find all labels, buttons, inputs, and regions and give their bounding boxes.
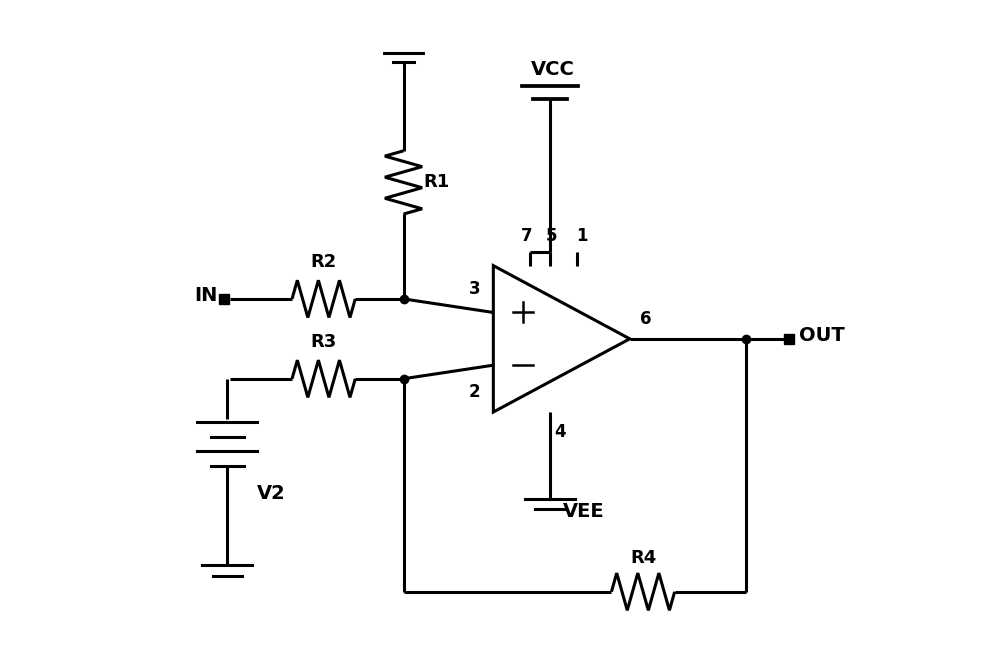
Text: 5: 5 [545, 227, 557, 245]
Text: 7: 7 [521, 227, 532, 245]
Text: V2: V2 [257, 484, 286, 503]
Text: 4: 4 [554, 423, 566, 441]
Text: R2: R2 [311, 253, 337, 271]
Text: OUT: OUT [799, 326, 845, 345]
Text: 2: 2 [468, 382, 480, 401]
Text: VEE: VEE [563, 503, 605, 521]
Text: IN: IN [194, 286, 217, 305]
Text: R1: R1 [423, 173, 450, 191]
Text: 6: 6 [640, 310, 651, 328]
Text: R4: R4 [630, 550, 656, 568]
Text: 1: 1 [576, 227, 588, 245]
Text: VCC: VCC [531, 60, 575, 79]
Text: R3: R3 [311, 333, 337, 351]
Text: 3: 3 [468, 280, 480, 298]
